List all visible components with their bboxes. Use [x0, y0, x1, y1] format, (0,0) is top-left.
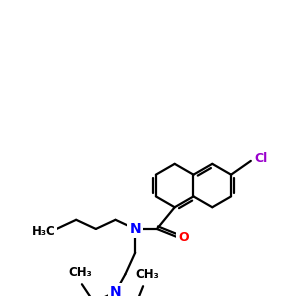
- Text: N: N: [129, 222, 141, 236]
- Text: O: O: [178, 231, 189, 244]
- Text: Cl: Cl: [254, 152, 267, 165]
- Text: N: N: [110, 285, 121, 299]
- Text: CH₃: CH₃: [135, 268, 159, 281]
- Text: H₃C: H₃C: [32, 225, 56, 239]
- Text: CH₃: CH₃: [68, 266, 92, 279]
